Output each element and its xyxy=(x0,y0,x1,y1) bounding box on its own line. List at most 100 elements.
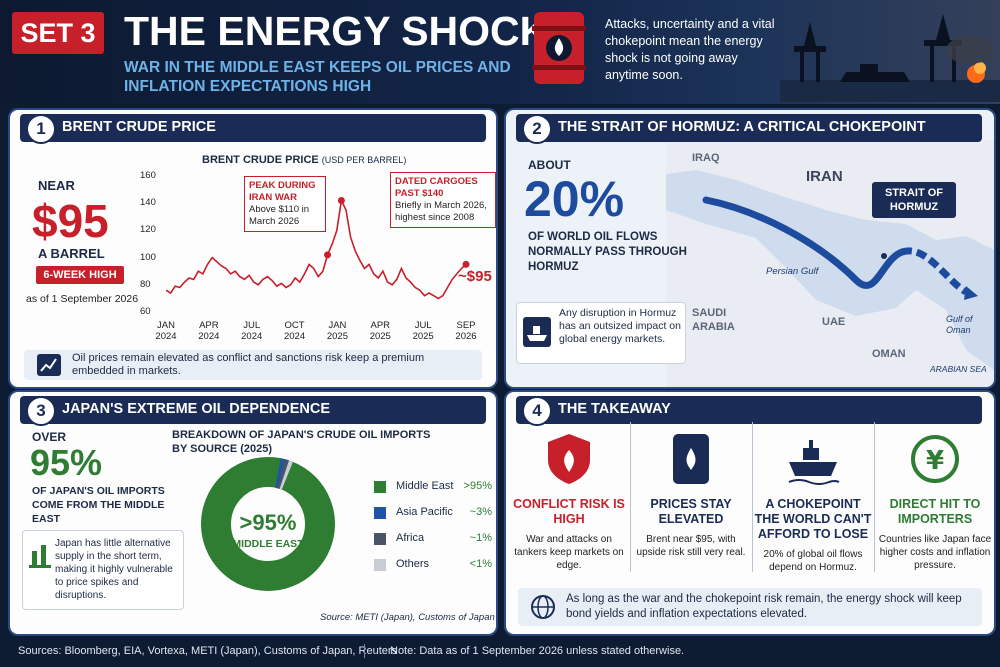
per-barrel-label: A BARREL xyxy=(38,246,105,261)
column-divider xyxy=(874,422,875,572)
legend-value: >95% xyxy=(463,480,492,492)
set-badge: SET 3 xyxy=(12,12,104,54)
takeaway-heading: CONFLICT RISK IS HIGH xyxy=(513,497,625,526)
panel-number: 1 xyxy=(26,114,56,144)
x-tick-label: APR 2024 xyxy=(198,320,220,342)
footer-note: Note: Data as of 1 September 2026 unless… xyxy=(390,645,685,657)
map-label-iran: IRAN xyxy=(806,168,843,185)
y-tick-label: 160 xyxy=(140,170,156,181)
column-divider xyxy=(630,422,631,572)
japan-share-desc: OF JAPAN'S OIL IMPORTS COME FROM THE MID… xyxy=(32,485,165,525)
y-tick-label: 100 xyxy=(140,251,156,263)
price-value: $95 xyxy=(32,195,109,247)
map-label-oman: OMAN xyxy=(872,348,906,360)
near-label: NEAR xyxy=(38,178,75,193)
panel2-note-text: Any disruption in Hormuz has an outsized… xyxy=(559,307,681,345)
panel-number: 2 xyxy=(522,114,552,144)
legend-label: Middle East xyxy=(396,480,454,492)
imports-donut-chart xyxy=(201,457,335,591)
brent-line-chart xyxy=(166,196,470,300)
x-tick-label: SEP 2026 xyxy=(455,320,477,342)
tanker-ship-icon xyxy=(788,440,840,485)
header-quote: Attacks, uncertainty and a vital chokepo… xyxy=(605,17,775,82)
takeaway-body: 20% of global oil flows depend on Hormuz… xyxy=(763,549,863,573)
yen-icon: ¥ xyxy=(911,435,959,483)
legend-item: Africa ~1% xyxy=(374,532,492,546)
donut-center-pct: >95% xyxy=(239,510,297,535)
takeaway-body: War and attacks on tankers keep markets … xyxy=(514,534,624,571)
takeaway-body: Countries like Japan face higher costs a… xyxy=(878,534,992,571)
takeaway-heading: PRICES STAY ELEVATED xyxy=(650,497,732,526)
panel-takeaway: 4 THE TAKEAWAY CONFLICT RISK IS HIGH War… xyxy=(504,390,996,636)
takeaway-importers: ¥ DIRECT HIT TO IMPORTERS Countries like… xyxy=(876,432,994,572)
current-price-label: ~$95 xyxy=(458,268,492,285)
donut-source: Source: METI (Japan), Customs of Japan xyxy=(320,612,495,623)
x-tick-label: JAN 2025 xyxy=(326,320,348,342)
legend-item: Asia Pacific ~3% xyxy=(374,506,492,520)
donut-center-label: MIDDLE EAST xyxy=(232,538,304,550)
panel-hormuz: IRAQ IRAN STRAIT OF HORMUZ Persian Gulf … xyxy=(504,108,996,389)
over-label: OVER xyxy=(32,430,67,444)
map-label-iraq: IRAQ xyxy=(692,152,720,164)
oil-barrel-icon xyxy=(532,12,586,84)
legend-label: Asia Pacific xyxy=(396,506,453,518)
panel-title: JAPAN'S EXTREME OIL DEPENDENCE xyxy=(62,401,330,417)
tanker-ship-icon xyxy=(523,317,551,347)
x-tick-label: JUL 2024 xyxy=(241,320,263,342)
legend-value: ~1% xyxy=(469,532,492,544)
legend-label: Others xyxy=(396,558,430,570)
panel-title-bar: 1 BRENT CRUDE PRICE xyxy=(20,114,486,144)
x-tick-label: JUL 2025 xyxy=(412,320,434,342)
panel-title-bar: 2 THE STRAIT OF HORMUZ: A CRITICAL CHOKE… xyxy=(516,114,982,144)
legend-swatch xyxy=(374,481,386,493)
header-banner: SET 3 THE ENERGY SHOCK WAR IN THE MIDDLE… xyxy=(0,0,1000,104)
legend-swatch xyxy=(374,559,386,571)
takeaway-body: Brent near $95, with upside risk still v… xyxy=(636,534,746,558)
takeaway-heading: DIRECT HIT TO IMPORTERS xyxy=(889,497,981,526)
map-label-gulf-of-oman: Gulf of Oman xyxy=(946,314,973,335)
y-tick-label: 140 xyxy=(140,197,156,209)
panel-title-bar: 4 THE TAKEAWAY xyxy=(516,396,982,426)
about-label: ABOUT xyxy=(528,158,571,172)
takeaway-chokepoint: A CHOKEPOINT THE WORLD CAN'T AFFORD TO L… xyxy=(754,432,872,574)
peak-marker xyxy=(337,196,345,204)
legend-value: ~3% xyxy=(469,506,492,518)
hormuz-share-desc: OF WORLD OIL FLOWS NORMALLY PASS THROUGH… xyxy=(528,231,687,273)
panel4-note: As long as the war and the chokepoint ri… xyxy=(518,588,982,626)
map-label-persian-gulf: Persian Gulf xyxy=(766,266,819,277)
map-label-arabian-sea: ARABIAN SEA xyxy=(930,364,987,374)
oil-barrel-icon xyxy=(673,434,709,484)
donut-legend: Middle East >95% Asia Pacific ~3% Africa ~1% O… xyxy=(374,480,492,590)
panel2-note: Any disruption in Hormuz has an outsized… xyxy=(516,302,686,364)
map-label-saudi-arabia: SAUDI ARABIA xyxy=(692,307,735,333)
chart-trend-icon xyxy=(37,354,61,376)
y-tick-label: 120 xyxy=(140,224,156,236)
takeaway-heading: A CHOKEPOINT THE WORLD CAN'T AFFORD TO L… xyxy=(754,497,872,541)
iran-war-marker xyxy=(324,251,332,259)
panel-title: BRENT CRUDE PRICE xyxy=(62,119,216,135)
legend-label: Africa xyxy=(396,532,425,544)
footer-sources: Sources: Bloomberg, EIA, Vortexa, METI (… xyxy=(18,645,398,657)
callout-dated-cargoes: DATED CARGOES PAST $140 Briefly in March… xyxy=(390,172,496,228)
legend-value: <1% xyxy=(469,558,492,570)
footer-divider xyxy=(364,644,365,658)
page-title: THE ENERGY SHOCK xyxy=(124,8,550,54)
x-tick-label: JAN 2024 xyxy=(155,320,177,342)
map-label-uae: UAE xyxy=(822,316,846,328)
chart-title: BRENT CRUDE PRICE (USD PER BARREL) xyxy=(202,154,407,166)
japan-share-value: 95% xyxy=(30,442,103,483)
y-tick-label: 60 xyxy=(140,306,151,317)
takeaway-prices: PRICES STAY ELEVATED Brent near $95, wit… xyxy=(632,432,750,559)
six-week-high-badge: 6-WEEK HIGH xyxy=(36,266,124,284)
brent-price-line xyxy=(166,197,467,300)
legend-swatch xyxy=(374,507,386,519)
donut-title: BREAKDOWN OF JAPAN'S CRUDE OIL IMPORTS B… xyxy=(172,429,431,455)
panel-number: 3 xyxy=(26,396,56,426)
x-tick-label: OCT 2024 xyxy=(283,320,306,342)
shield-fire-icon xyxy=(548,434,590,484)
oil-refinery-icon xyxy=(29,545,51,568)
hormuz-share-value: 20% xyxy=(524,171,625,227)
x-tick-label: APR 2025 xyxy=(369,320,391,342)
panel3-note: Japan has little alternative supply in t… xyxy=(22,530,184,610)
legend-item: Middle East >95% xyxy=(374,480,492,494)
